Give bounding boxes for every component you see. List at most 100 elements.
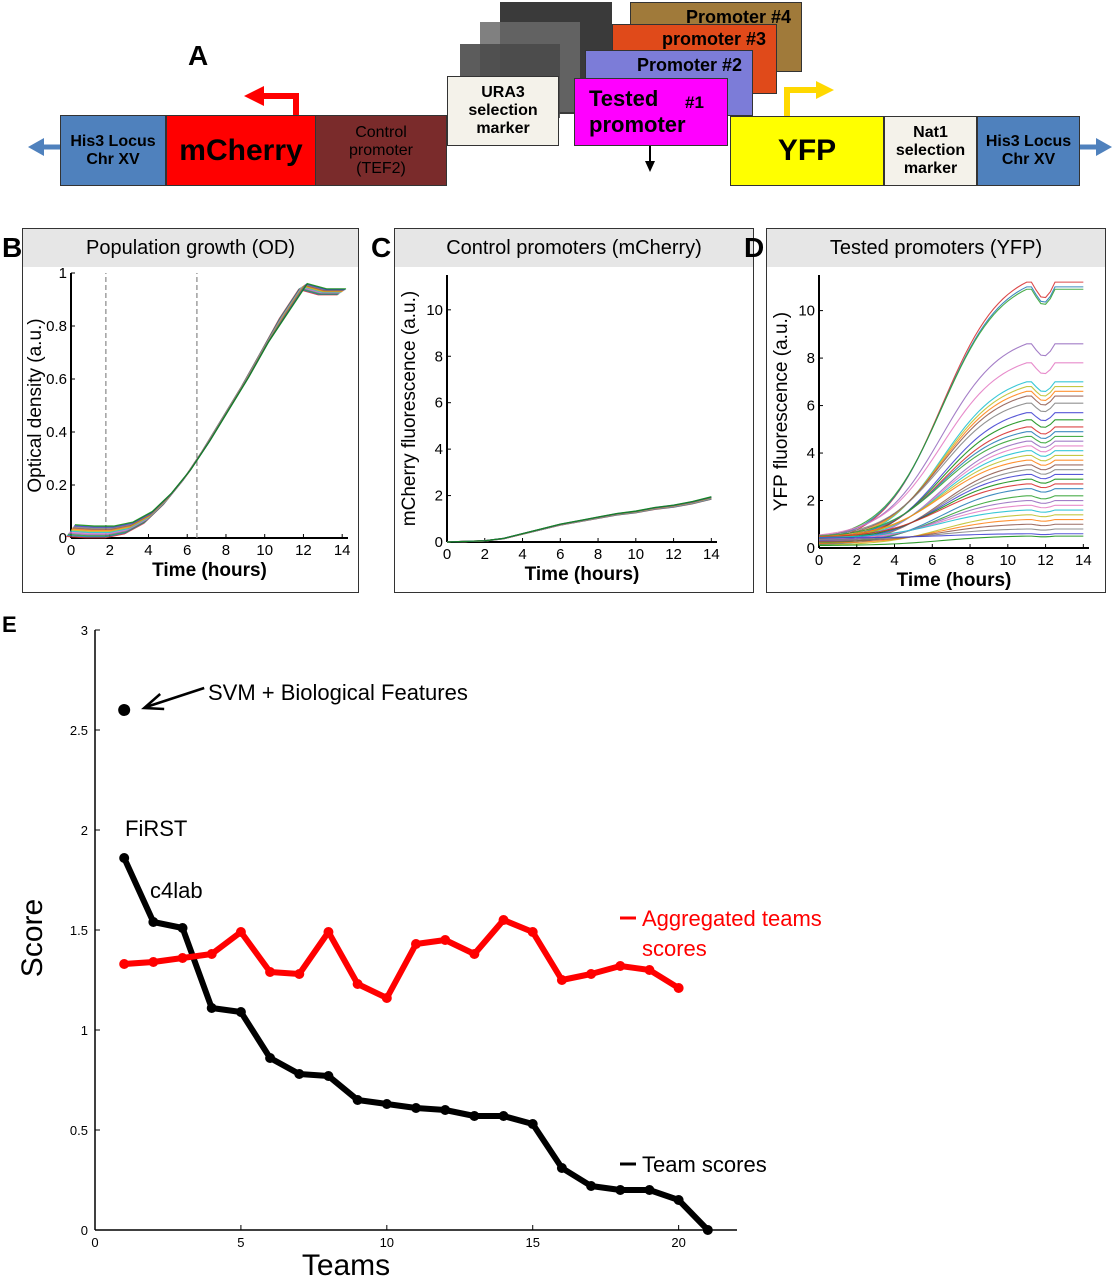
nat1-box: Nat1 selection marker	[884, 116, 977, 186]
growth-curve	[67, 287, 340, 537]
aggregated-scores-point	[615, 961, 626, 971]
y-tick-label: 2	[435, 488, 443, 505]
aggregated-scores-point	[381, 993, 392, 1003]
aggregated-scores-point	[177, 953, 188, 963]
svm-annotation-arrowhead	[141, 693, 165, 711]
panel-b-chart: 0 2 4 6 8 10 12 14 0 0.2 0.4 0.6 0.8 1 Time (hours) Opt…	[25, 267, 351, 581]
right-locus-arrowhead	[1096, 138, 1112, 156]
x-tick-label: 10	[627, 546, 644, 563]
svm-annotation-arrow	[145, 686, 205, 709]
y-tick-label: 2.5	[70, 723, 88, 738]
tested-promoter-number: #1	[685, 93, 704, 112]
x-tick-label: 14	[334, 542, 351, 559]
panel-c-title: Control promoters (mCherry)	[395, 229, 753, 267]
aggregated-scores-point	[527, 927, 538, 937]
y-tick-label: 10	[798, 303, 815, 320]
svm-annotation-label: SVM + Biological Features	[208, 680, 468, 705]
mcherry-arrowhead	[244, 86, 264, 106]
y-tick-label: 0.4	[46, 424, 67, 441]
team-scores-point	[527, 1119, 538, 1129]
y-tick-label: 6	[435, 395, 443, 412]
ura3-label: URA3 selection marker	[468, 84, 538, 137]
growth-curve	[70, 285, 343, 533]
x-tick-label: 2	[853, 552, 861, 569]
x-tick-label: 8	[594, 546, 602, 563]
x-tick-label: 0	[91, 1235, 98, 1250]
team-scores-point	[265, 1053, 276, 1063]
x-tick-label: 0	[67, 542, 75, 559]
yfp-curve	[818, 523, 1084, 543]
x-tick-label: 6	[183, 542, 191, 559]
yfp-curve	[818, 533, 1084, 539]
aggregated-scores-point	[469, 949, 480, 959]
aggregated-legend-label-2: scores	[642, 936, 707, 961]
y-tick-label: 8	[807, 350, 815, 367]
y-tick-label: 4	[435, 441, 443, 458]
growth-curve	[74, 282, 347, 527]
team-scores-point	[556, 1163, 567, 1173]
x-axis-title: Time (hours)	[152, 560, 267, 581]
panel-b-title: Population growth (OD)	[23, 229, 358, 267]
team-scores-point	[294, 1069, 305, 1079]
y-tick-label: 0.2	[46, 477, 67, 494]
his3-left-box: His3 Locus Chr XV	[60, 115, 166, 186]
y-tick-label: 0	[435, 534, 443, 551]
left-locus-arrowhead	[28, 138, 44, 156]
panel-c-letter: C	[371, 232, 392, 263]
x-tick-label: 12	[295, 542, 312, 559]
panel-b-letter: B	[2, 232, 23, 263]
team-scores-point	[615, 1185, 626, 1195]
his3-right-box: His3 Locus Chr XV	[977, 116, 1080, 186]
team-scores-point	[440, 1105, 451, 1115]
y-tick-label: 2	[81, 823, 88, 838]
ura3-box: URA3 selection marker	[447, 76, 559, 146]
yfp-curve	[818, 518, 1084, 544]
y-tick-label: 0	[59, 530, 67, 547]
x-tick-label: 8	[222, 542, 230, 559]
team-scores-point	[381, 1099, 392, 1109]
aggregated-scores-point	[352, 979, 363, 989]
team-scores-point	[119, 853, 130, 863]
yfp-curve	[818, 362, 1084, 536]
tested-down-arrowhead	[645, 161, 655, 172]
tested-promoter-box: Tested promoter #1	[574, 78, 728, 146]
team-scores-point	[644, 1185, 655, 1195]
team-scores-point	[586, 1181, 597, 1191]
team-scores-point	[352, 1095, 363, 1105]
aggregated-scores-point	[440, 935, 451, 945]
mcherry-curve	[446, 496, 712, 543]
y-tick-label: 6	[807, 398, 815, 415]
yfp-curve	[818, 535, 1084, 547]
growth-curve	[73, 283, 345, 529]
mcherry-curve	[446, 497, 712, 543]
mcherry-direction-icon	[260, 93, 299, 116]
y-tick-label: 0.5	[70, 1123, 88, 1138]
y-axis-title: Optical density (a.u.)	[25, 318, 46, 492]
team-scores-point	[206, 1003, 217, 1013]
x-tick-label: 4	[890, 552, 898, 569]
aggregated-scores-point	[148, 957, 159, 967]
panel-b-frame: Population growth (OD) 0 2 4 6 8 10 12 14 0 0.2 0.…	[22, 228, 359, 593]
growth-curve	[69, 286, 341, 535]
control-promoter-label: Control promoter (TEF2)	[348, 123, 414, 177]
team-scores-point	[469, 1111, 480, 1121]
yfp-curve	[818, 395, 1084, 538]
x-tick-label: 12	[665, 546, 682, 563]
yfp-arrowhead	[816, 81, 834, 99]
x-tick-label: 10	[380, 1235, 394, 1250]
y-axis-title: Score	[16, 899, 49, 977]
y-axis-title: mCherry fluorescence (a.u.)	[399, 291, 420, 526]
locus-arrows	[28, 81, 1112, 172]
mcherry-curve	[446, 496, 712, 543]
yfp-curve	[818, 528, 1084, 541]
x-tick-label: 0	[443, 546, 451, 563]
y-tick-label: 10	[426, 302, 443, 319]
panel-a-letter: A	[188, 40, 209, 71]
aggregated-scores-point	[206, 949, 217, 959]
growth-curve	[67, 288, 339, 538]
aggregated-scores-point	[673, 983, 684, 993]
team-scores-point	[498, 1111, 509, 1121]
x-tick-label: 12	[1037, 552, 1054, 569]
y-tick-label: 1	[81, 1023, 88, 1038]
